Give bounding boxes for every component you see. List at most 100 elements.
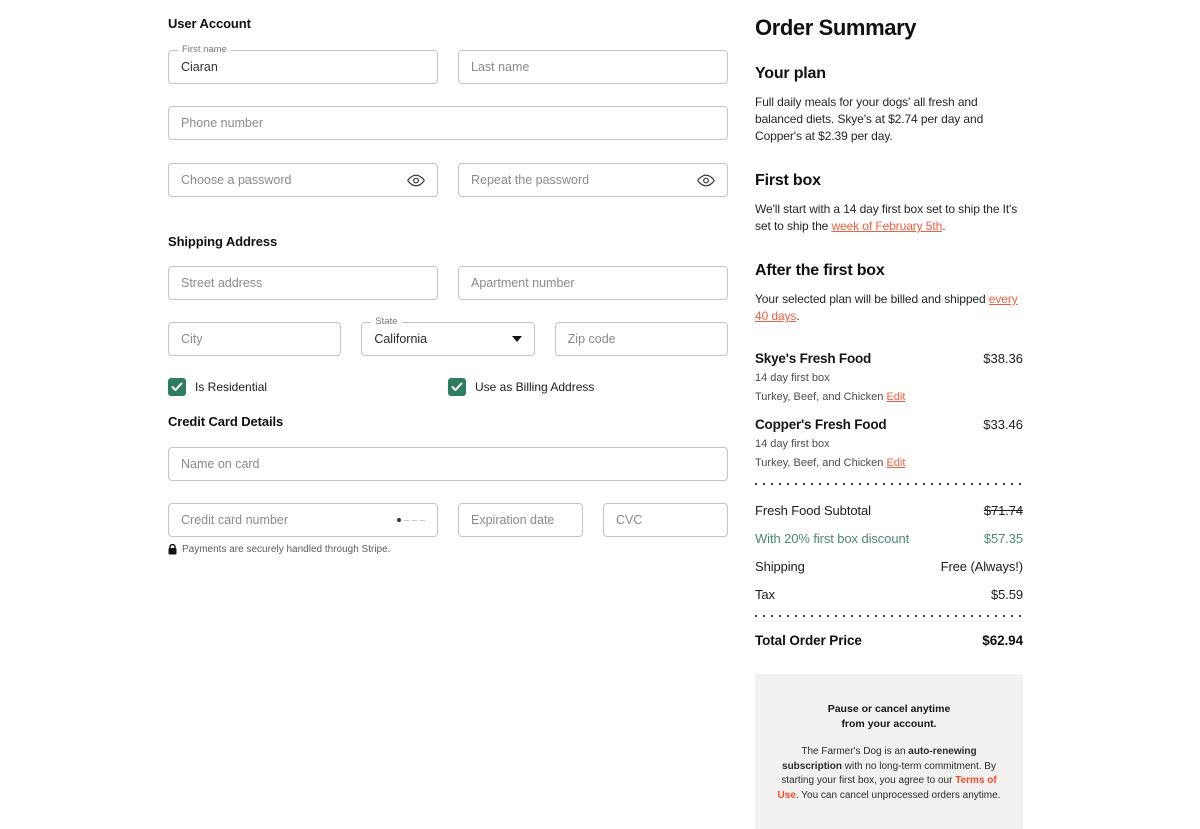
name-on-card-field[interactable] [168,447,728,481]
apartment-input[interactable] [471,276,715,290]
terms-of-use-link[interactable]: Terms of Use [777,775,997,801]
state-label: State [371,316,402,328]
password-input[interactable] [181,173,407,187]
street-field[interactable] [168,266,438,300]
cc-number-input[interactable] [181,513,397,527]
password-row [168,163,728,197]
state-value: California [374,332,428,346]
cvc-field[interactable] [603,503,728,537]
name-on-card-input[interactable] [181,457,715,471]
disclaimer-text: The Farmer's Dog is an auto-renewing sub… [773,745,1005,803]
stripe-note-text: Payments are securely handled through St… [182,544,391,555]
item-name: Skye's Fresh Food [755,351,872,366]
billing-checkbox[interactable]: Use as Billing Address [448,378,594,396]
zip-field[interactable] [554,322,728,356]
discount-row: With 20% first box discount $57.35 [755,531,1023,546]
disclaimer-part: The Farmer's Dog is an [801,746,909,757]
credit-card-heading: Credit Card Details [168,414,284,429]
item-recipe: Turkey, Beef, and Chicken Edit [755,391,1023,404]
checkbox-row: Is Residential Use as Billing Address [168,378,728,396]
order-item: Copper's Fresh Food $33.46 14 day first … [755,417,1023,470]
password-repeat-input[interactable] [471,173,697,187]
dotted-divider [755,483,1023,485]
subtotal-label: Fresh Food Subtotal [755,503,871,518]
item-recipe: Turkey, Beef, and Chicken Edit [755,457,1023,470]
expiration-input[interactable] [471,513,570,527]
zip-input[interactable] [567,332,715,346]
user-account-heading: User Account [168,16,251,31]
lock-icon [168,544,177,555]
order-item: Skye's Fresh Food $38.36 14 day first bo… [755,351,1023,404]
after-text-body: Your selected plan will be billed and sh… [755,292,989,306]
check-icon[interactable] [168,378,186,396]
shipping-row: Shipping Free (Always!) [755,559,1023,574]
subtotal-row: Fresh Food Subtotal $71.74 [755,503,1023,518]
city-field[interactable] [168,322,342,356]
chevron-down-icon [511,336,522,342]
state-select[interactable]: State California [361,316,535,356]
phone-field[interactable] [168,106,728,140]
item-recipe-text: Turkey, Beef, and Chicken [755,457,887,469]
subscription-disclaimer-panel: Pause or cancel anytime from your accoun… [755,674,1023,829]
first-box-heading: First box [755,172,821,189]
checkout-form: User Account First name Shipping Addres [168,16,728,555]
residential-label: Is Residential [195,380,268,394]
cc-number-field[interactable] [168,503,438,537]
eye-icon[interactable] [697,174,715,187]
billing-label: Use as Billing Address [475,380,595,394]
order-summary-title: Order Summary [755,15,917,40]
expiration-field[interactable] [458,503,583,537]
check-icon[interactable] [448,378,466,396]
card-details-row [168,503,728,537]
street-input[interactable] [181,276,425,290]
card-mask-icon [397,518,425,522]
first-name-input[interactable] [181,60,425,74]
first-box-text-body: We'll start with a 14 day first box set … [755,202,1018,233]
password-field[interactable] [168,163,438,197]
item-box-info: 14 day first box [755,438,830,450]
dotted-divider [755,615,1023,617]
total-value: $62.94 [982,633,1023,648]
disclaimer-part: with no long-term commitment. By startin… [781,760,996,787]
ship-week-link[interactable]: week of February 5th [831,219,943,233]
disclaimer-bold-inline: auto-renewing subscription [782,746,977,772]
item-price: $33.46 [983,417,1023,432]
billing-cadence-link[interactable]: every 40 days [755,292,1018,323]
first-name-label: First name [178,44,231,56]
total-row: Total Order Price $62.94 [755,633,1023,648]
period: . [942,219,946,233]
after-first-box-text: Your selected plan will be billed and sh… [755,291,1023,325]
tax-value: $5.59 [990,587,1023,602]
after-first-box-heading: After the first box [755,262,885,279]
cvc-input[interactable] [616,513,715,527]
tax-row: Tax $5.59 [755,587,1023,602]
phone-row [168,106,728,140]
password-repeat-field[interactable] [458,163,728,197]
apartment-field[interactable] [458,266,728,300]
disclaimer-bold-line: Pause or cancel anytime [827,703,951,715]
phone-input[interactable] [181,116,715,130]
tax-label: Tax [755,587,775,602]
discount-label: With 20% first box discount [755,531,910,546]
first-name-field[interactable]: First name [168,44,438,84]
your-plan-text: Full daily meals for your dogs' all fres… [755,95,984,143]
item-price: $38.36 [983,351,1023,366]
first-box-text: We'll start with a 14 day first box set … [755,201,1023,235]
disclaimer-bold-line: from your account. [841,718,937,730]
stripe-note: Payments are securely handled through St… [168,544,728,555]
edit-link[interactable]: Edit [886,457,906,469]
subtotal-value: $71.74 [983,503,1023,518]
disclaimer-part: . You can cancel unprocessed orders anyt… [795,789,1001,801]
city-input[interactable] [181,332,329,346]
residential-checkbox[interactable]: Is Residential [168,378,448,396]
eye-icon[interactable] [407,174,425,187]
shipping-heading: Shipping Address [168,234,278,249]
address-row [168,266,728,300]
name-row: First name [168,44,728,84]
discount-value: $57.35 [983,531,1023,546]
shipping-label: Shipping [755,559,805,574]
last-name-field[interactable] [458,50,728,84]
last-name-input[interactable] [471,60,715,74]
edit-link[interactable]: Edit [886,391,906,403]
total-label: Total Order Price [755,633,862,648]
